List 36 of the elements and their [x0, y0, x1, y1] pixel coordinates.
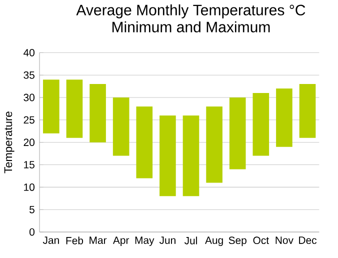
bar: [299, 84, 316, 138]
bar: [276, 88, 292, 148]
bar: [160, 116, 176, 196]
y-tick-label: 15: [24, 161, 34, 169]
x-tick-label: Aug: [205, 236, 223, 246]
chart-subtitle: Minimum and Maximum: [112, 22, 270, 33]
bar: [66, 80, 83, 138]
bar: [229, 98, 246, 170]
x-tick-label: Apr: [112, 236, 130, 246]
x-tick-label: Oct: [253, 236, 269, 244]
bar: [90, 84, 106, 143]
x-tick-label: Jan: [42, 236, 59, 244]
x-tick-label: Sep: [228, 236, 246, 246]
bar: [43, 80, 60, 134]
y-tick-label: 40: [24, 49, 34, 57]
x-tick-label: Nov: [276, 236, 294, 244]
chart-title: Average Monthly Temperatures °C: [76, 4, 306, 19]
y-tick-label: 20: [24, 138, 34, 146]
x-tick-label: May: [135, 236, 154, 246]
x-tick-label: Jun: [159, 236, 176, 244]
bar: [136, 106, 153, 178]
x-tick-label: Dec: [299, 236, 317, 244]
bar: [252, 93, 270, 156]
y-tick-label: 10: [24, 184, 34, 192]
bar: [206, 106, 222, 183]
y-tick-label: 25: [24, 116, 34, 124]
y-tick-label: 30: [24, 94, 34, 102]
x-tick-label: Feb: [66, 236, 84, 245]
x-tick-label: Jul: [184, 236, 197, 245]
y-axis-title: Temperature: [4, 112, 14, 174]
bar: [112, 98, 130, 156]
y-tick-label: 35: [24, 72, 34, 80]
bar: [182, 116, 200, 196]
x-tick-label: Mar: [90, 236, 107, 244]
y-tick-label: 0: [30, 228, 34, 236]
y-tick-label: 5: [30, 206, 34, 214]
